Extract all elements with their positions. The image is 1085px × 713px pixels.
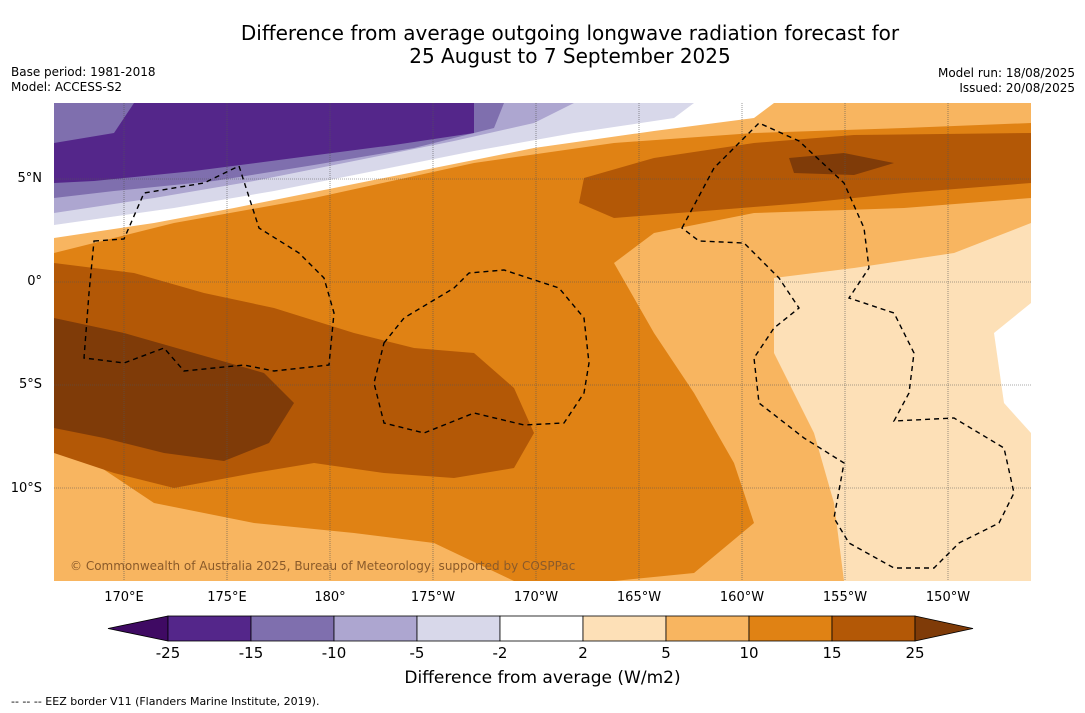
field-neg25-neg15	[54, 103, 474, 183]
map-area	[54, 103, 1031, 581]
colorbar-swatch	[416, 615, 501, 642]
field-gt25-north	[789, 153, 894, 175]
colorbar-swatch	[499, 615, 584, 642]
base-period: Base period: 1981-2018	[11, 65, 156, 79]
lon-label: 150°W	[925, 590, 971, 605]
lon-label: 175°E	[207, 590, 247, 605]
colorbar-tick-label: -10	[321, 644, 347, 662]
colorbar-tick-label: 25	[905, 644, 925, 662]
eez-borders	[83, 122, 1015, 569]
colorbar-tick-label: -5	[409, 644, 425, 662]
copyright-notice: © Commonwealth of Australia 2025, Bureau…	[70, 559, 576, 573]
map-title: Difference from average outgoing longwav…	[0, 22, 1085, 68]
lon-label: 170°E	[104, 590, 144, 605]
colorbar-swatch	[665, 615, 750, 642]
lon-label: 180°	[314, 590, 346, 605]
colorbar-swatch	[333, 615, 418, 642]
meta-right: Model run: 18/08/2025 Issued: 20/08/2025	[938, 66, 1075, 96]
eez-border-kiribati-east	[681, 122, 1015, 569]
colorbar-swatch	[831, 615, 916, 642]
colorbar-tick-label: 5	[661, 644, 671, 662]
lon-label: 170°W	[513, 590, 559, 605]
colorbar	[106, 612, 980, 648]
field-10-15	[54, 123, 1031, 581]
colorbar-tick-label: 15	[822, 644, 842, 662]
field-gt25-west	[54, 318, 294, 461]
colorbar-title: Difference from average (W/m2)	[404, 668, 681, 688]
colorbar-swatch	[582, 615, 667, 642]
lat-label: 5°N	[17, 171, 43, 186]
colorbar-tick-label: -25	[155, 644, 181, 662]
field-15-25-north	[579, 133, 1031, 218]
title-line-2: 25 August to 7 September 2025	[409, 44, 731, 68]
eez-footnote: -- -- -- EEZ border V11 (Flanders Marine…	[11, 695, 320, 708]
lon-label: 155°W	[822, 590, 868, 605]
colorbar-tick-label: -2	[492, 644, 508, 662]
issued-date: Issued: 20/08/2025	[959, 81, 1075, 95]
lon-label: 165°W	[616, 590, 662, 605]
model-run: Model run: 18/08/2025	[937, 66, 1075, 80]
eez-border-tuvalu	[83, 165, 335, 372]
lon-label: 160°W	[719, 590, 765, 605]
lat-label: 0°	[27, 274, 42, 289]
colorbar-tick-label: 10	[739, 644, 759, 662]
olr-anomaly-map	[54, 103, 1031, 581]
graticule	[54, 103, 1031, 581]
model-name: Model: ACCESS-S2	[11, 80, 123, 94]
colorbar-swatches	[107, 615, 974, 642]
colorbar-swatch	[748, 615, 833, 642]
lat-label: 5°S	[18, 377, 42, 392]
meta-left: Base period: 1981-2018 Model: ACCESS-S2	[11, 65, 156, 95]
colorbar-extension-low	[107, 615, 169, 642]
colorbar-swatch	[167, 615, 252, 642]
colorbar-extension-high	[914, 615, 974, 642]
lat-label: 10°S	[10, 481, 42, 496]
lon-label: 175°W	[410, 590, 456, 605]
field-2-5	[774, 223, 1031, 581]
colorbar-swatch	[250, 615, 335, 642]
eez-border-tokelau	[373, 269, 590, 434]
field-neg2-2-east	[994, 303, 1031, 433]
colorbar-tick-label: 2	[578, 644, 588, 662]
colorbar-tick-label: -15	[238, 644, 264, 662]
title-line-1: Difference from average outgoing longwav…	[240, 21, 900, 45]
